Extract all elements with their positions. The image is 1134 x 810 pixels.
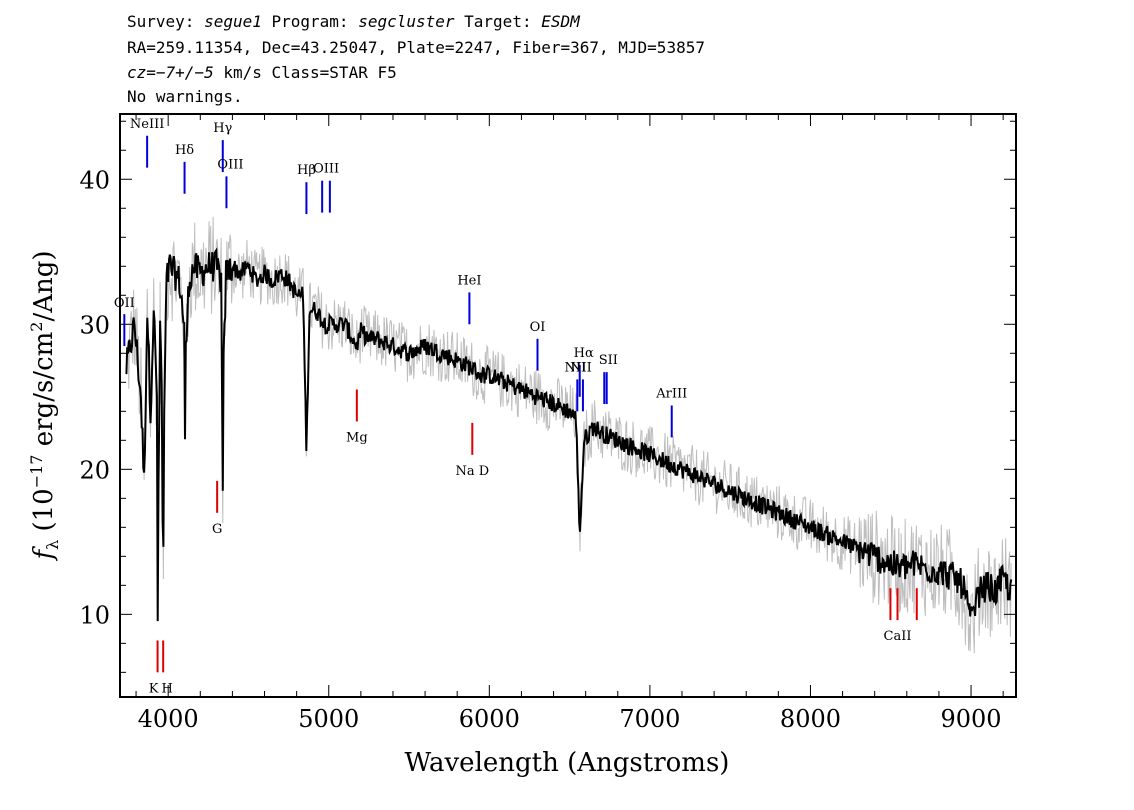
y-axis-label: fλ (10−17 erg/s/cm2/Ang): [27, 250, 62, 561]
line-label: OIII: [217, 157, 243, 172]
x-tick-label: 5000: [298, 705, 359, 733]
y-tick-label: 30: [79, 311, 110, 339]
header-line-survey: Survey: segue1 Program: segcluster Targe…: [127, 12, 580, 32]
line-label: Hα: [574, 346, 594, 361]
line-label: OII: [114, 296, 135, 311]
survey-value: segue1: [204, 12, 262, 31]
line-label: ArIII: [655, 387, 687, 402]
axis-ticks-layer: 4000 5000 6000 7000 8000 9000 10 20 30 40: [79, 114, 1016, 733]
cz-value: cz=−7+/−5: [127, 63, 214, 82]
line-label: CaII: [884, 629, 912, 644]
line-label: H: [162, 681, 173, 696]
line-label: K: [149, 681, 159, 696]
x-tick-label: 4000: [138, 705, 199, 733]
x-axis-label: Wavelength (Angstroms): [405, 748, 730, 778]
header-line-warnings: No warnings.: [127, 87, 243, 106]
survey-prefix: Survey:: [127, 12, 205, 31]
y-tick-label: 10: [79, 601, 110, 629]
x-tick-label: 9000: [941, 705, 1002, 733]
line-label: SII: [599, 353, 618, 368]
program-value: segcluster: [358, 12, 455, 31]
line-label: G: [212, 522, 222, 537]
line-label: Hβ: [297, 163, 316, 178]
line-label: OI: [530, 320, 546, 335]
target-prefix: Target:: [454, 12, 542, 31]
x-tick-label: 8000: [780, 705, 841, 733]
x-tick-label: 7000: [619, 705, 680, 733]
line-label: Mg: [346, 430, 368, 445]
y-tick-label: 20: [79, 456, 110, 484]
target-value: ESDM: [541, 12, 580, 31]
line-label: NeIII: [130, 117, 164, 132]
line-label: HeI: [457, 273, 481, 288]
line-label: NII: [570, 360, 592, 375]
line-label: OIII: [313, 162, 339, 177]
error-band-layer: [125, 216, 1012, 654]
line-label: Hγ: [213, 121, 232, 136]
error-spectrum-line: [125, 216, 1012, 654]
header-line-redshift: cz=−7+/−5 km/s Class=STAR F5: [127, 63, 397, 83]
line-label: NII: [564, 360, 586, 375]
class-value: km/s Class=STAR F5: [213, 63, 397, 82]
x-tick-label: 6000: [459, 705, 520, 733]
program-prefix: Program:: [261, 12, 359, 31]
y-tick-label: 40: [79, 166, 110, 194]
header-line-coordinates: RA=259.11354, Dec=43.25047, Plate=2247, …: [127, 38, 705, 57]
line-label: Na D: [455, 464, 489, 479]
line-label: Hδ: [175, 143, 194, 158]
flux-spectrum-line: [125, 247, 1013, 622]
flux-layer: [125, 247, 1013, 622]
plot-frame: [119, 113, 1017, 698]
